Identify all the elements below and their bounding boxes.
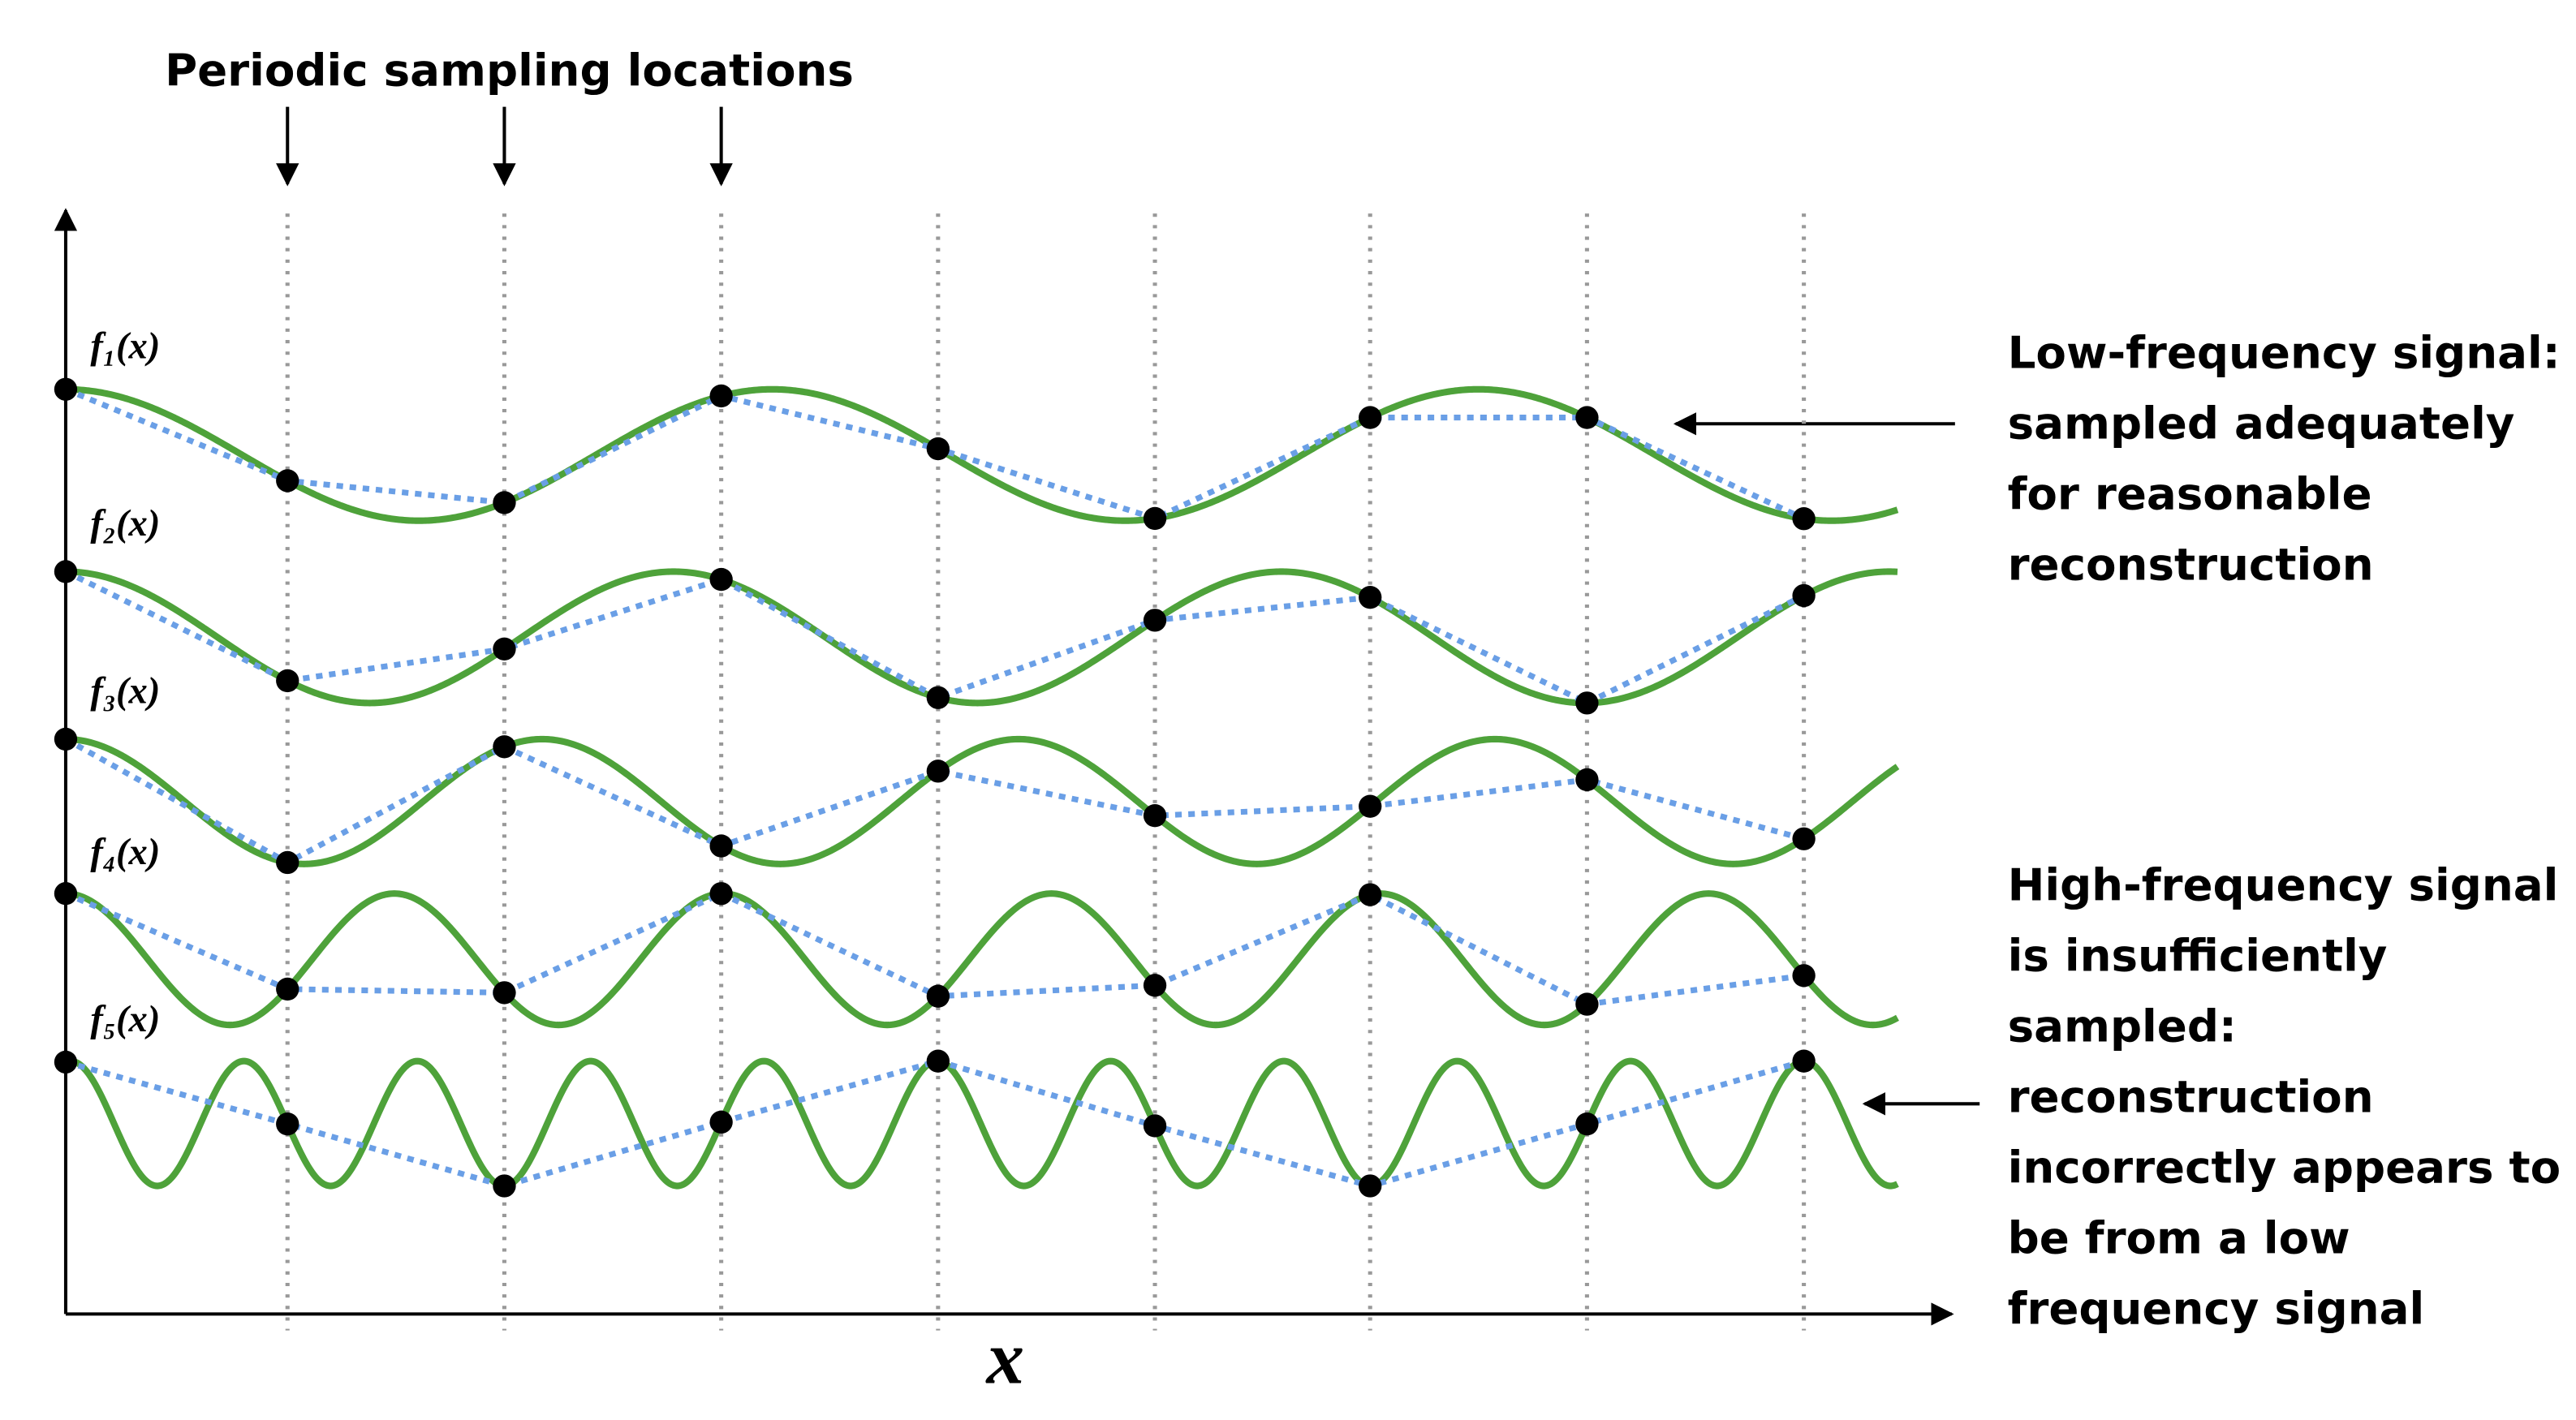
sample-dot bbox=[1359, 586, 1382, 609]
sample-dot bbox=[926, 437, 950, 461]
sample-dot bbox=[926, 759, 950, 783]
annotation-line: is insufficiently bbox=[2008, 929, 2388, 981]
sample-dot bbox=[1143, 804, 1167, 828]
sample-dot bbox=[1143, 609, 1167, 632]
annotation-line: be from a low bbox=[2008, 1212, 2350, 1264]
sample-dot bbox=[493, 1174, 516, 1198]
signal-curve bbox=[65, 890, 1899, 1029]
sample-dot bbox=[926, 1049, 950, 1073]
signal-curve bbox=[65, 735, 1900, 867]
sample-dot bbox=[54, 1050, 78, 1074]
sample-dot bbox=[54, 882, 78, 906]
reconstruction bbox=[65, 1058, 1805, 1190]
sample-dot bbox=[1575, 992, 1599, 1016]
signal-label: f₂(x) bbox=[90, 503, 160, 544]
sample-dot bbox=[1143, 506, 1167, 531]
annotation-line: sampled adequately bbox=[2008, 397, 2515, 449]
sample-dot bbox=[709, 882, 733, 906]
sample-dot bbox=[709, 834, 733, 858]
sample-dot bbox=[276, 1112, 299, 1136]
signal-label: f₅(x) bbox=[90, 999, 160, 1040]
reconstruction bbox=[64, 736, 1805, 867]
sample-dot bbox=[276, 469, 299, 493]
sample-dot bbox=[1792, 507, 1816, 531]
sample-dot bbox=[1575, 1112, 1599, 1136]
sample-dot bbox=[926, 686, 950, 709]
signal-label: f₁(x) bbox=[90, 325, 160, 367]
sample-dot bbox=[1792, 827, 1816, 850]
axis-label: x bbox=[985, 1316, 1025, 1400]
sample-dot bbox=[1792, 583, 1816, 608]
signal-label: f₄(x) bbox=[90, 832, 160, 873]
signal-curve bbox=[65, 385, 1899, 524]
sample-dot bbox=[1792, 964, 1816, 988]
sample-dot bbox=[493, 981, 516, 1005]
sample-dot bbox=[1575, 691, 1599, 715]
sample-dot bbox=[276, 669, 299, 693]
annotation-line: sampled: bbox=[2008, 1000, 2237, 1052]
signal-label: f₃(x) bbox=[90, 670, 160, 712]
sample-dot bbox=[276, 977, 299, 1001]
sample-dot bbox=[1143, 974, 1167, 997]
sample-dot bbox=[926, 984, 950, 1008]
sample-dot bbox=[276, 850, 299, 875]
sample-dot bbox=[1575, 406, 1599, 429]
sample-dot bbox=[493, 735, 516, 759]
sample-dot bbox=[493, 491, 516, 514]
annotation-line: incorrectly appears to bbox=[2008, 1141, 2561, 1193]
sample-dot bbox=[709, 384, 733, 408]
annotation-line: reconstruction bbox=[2008, 539, 2374, 591]
annotation-line: reconstruction bbox=[2008, 1070, 2374, 1122]
sample-dot bbox=[1143, 1114, 1167, 1138]
signal-curve bbox=[64, 1057, 1899, 1190]
sample-dot bbox=[493, 637, 516, 661]
annotation-line: High-frequency signal bbox=[2008, 858, 2559, 910]
sample-dot bbox=[709, 1110, 733, 1134]
sample-dot bbox=[1359, 883, 1382, 906]
sample-dot bbox=[54, 727, 78, 751]
sample-dot bbox=[1359, 406, 1382, 429]
sample-dot bbox=[54, 560, 78, 583]
annotation-line: for reasonable bbox=[2008, 468, 2372, 520]
sample-dot bbox=[1575, 768, 1599, 792]
reconstruction bbox=[64, 569, 1806, 707]
sample-dot bbox=[1359, 1174, 1382, 1198]
annotation-line: Low-frequency signal: bbox=[2008, 326, 2561, 378]
annotation-line: frequency signal bbox=[2008, 1283, 2425, 1335]
sample-dot bbox=[1792, 1049, 1816, 1073]
sample-dot bbox=[1359, 794, 1382, 818]
sample-dot bbox=[709, 567, 733, 592]
title: Periodic sampling locations bbox=[165, 44, 854, 96]
sample-dot bbox=[54, 377, 78, 401]
